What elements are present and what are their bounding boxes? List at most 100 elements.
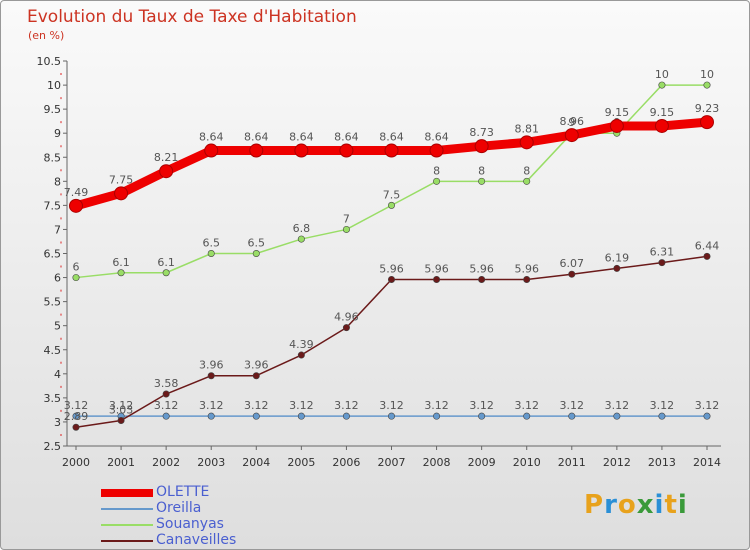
y-tick-label: 6.5	[44, 248, 62, 261]
data-label: 3.12	[109, 399, 134, 412]
y-tick-label: 8.5	[44, 151, 62, 164]
x-tick-label: 2012	[603, 456, 631, 469]
x-tick-label: 2010	[513, 456, 541, 469]
legend-swatch	[101, 540, 153, 542]
data-label: 3.12	[64, 399, 89, 412]
x-tick-label: 2005	[287, 456, 315, 469]
x-tick-label: 2002	[152, 456, 180, 469]
data-point	[339, 143, 354, 158]
data-point	[519, 135, 534, 150]
data-point	[478, 412, 486, 420]
data-label: 8.73	[469, 126, 494, 139]
chart-title: Evolution du Taux de Taxe d'Habitation	[27, 7, 357, 27]
y-tick-label: 7	[54, 223, 61, 236]
data-point	[523, 412, 531, 420]
data-label: 3.58	[154, 377, 179, 390]
data-point	[703, 81, 711, 89]
data-label: 5.96	[469, 262, 494, 275]
data-label: 6.5	[248, 237, 266, 250]
data-label: 6.44	[695, 239, 720, 252]
data-point	[297, 412, 305, 420]
data-label: 9.15	[650, 106, 675, 119]
x-tick-label: 2001	[107, 456, 135, 469]
data-label: 3.12	[514, 399, 539, 412]
data-label: 8	[433, 164, 440, 177]
x-tick-label: 2006	[332, 456, 360, 469]
data-point	[297, 235, 305, 243]
y-tick-label: 2.5	[44, 440, 62, 453]
data-point	[478, 177, 486, 185]
data-point	[433, 177, 441, 185]
data-label: 5.96	[424, 262, 449, 275]
y-tick-label: 5	[54, 320, 61, 333]
x-tick-label: 2007	[378, 456, 406, 469]
data-label: 9	[568, 116, 575, 129]
data-label: 7.5	[383, 188, 401, 201]
data-label: 8	[478, 164, 485, 177]
data-point	[252, 372, 260, 380]
y-tick-label: 10	[47, 79, 61, 92]
data-label: 3.12	[334, 399, 359, 412]
x-tick-label: 2014	[693, 456, 721, 469]
data-point	[162, 390, 170, 398]
x-tick-label: 2009	[468, 456, 496, 469]
data-label: 8.64	[289, 131, 314, 144]
data-point	[568, 412, 576, 420]
data-point	[474, 139, 489, 154]
data-point	[429, 143, 444, 158]
data-point	[342, 225, 350, 233]
proxiti-logo: Proxiti	[584, 490, 688, 520]
logo-letter: P	[584, 490, 605, 520]
data-label: 4.39	[289, 338, 314, 351]
data-label: 4.96	[334, 311, 359, 324]
series-oreilla: 3.12 3.12 3.12 3.12 3.12 3.12 3.12 3.12 3.12 3.12…	[64, 399, 719, 420]
legend-label: Souanyas	[156, 516, 224, 532]
data-point	[252, 250, 260, 258]
data-label: 6.5	[202, 237, 220, 250]
data-point	[117, 416, 125, 424]
x-tick-label: 2003	[197, 456, 225, 469]
data-label: 3.03	[109, 403, 134, 416]
data-label: 8.96	[560, 115, 585, 128]
data-label: 10	[655, 68, 669, 81]
data-label: 3.12	[650, 399, 675, 412]
data-point	[207, 412, 215, 420]
x-tick-label: 2008	[423, 456, 451, 469]
series-canaveilles: 2.89 3.03 3.58 3.96 3.96 4.39 4.96 5.96 5.96 5.96…	[64, 239, 720, 431]
data-point	[387, 412, 395, 420]
data-label: 3.12	[605, 399, 630, 412]
data-label: 8.64	[334, 131, 359, 144]
data-label: 3.12	[379, 399, 404, 412]
data-label: 6	[73, 261, 80, 274]
y-tick-label: 5.5	[44, 296, 62, 309]
data-label: 6.1	[157, 256, 175, 269]
data-point	[478, 275, 486, 283]
data-label: 3.12	[154, 399, 179, 412]
data-point	[297, 351, 305, 359]
data-point	[654, 118, 669, 133]
data-point	[433, 275, 441, 283]
data-point	[114, 186, 129, 201]
data-point	[658, 81, 666, 89]
data-point	[252, 412, 260, 420]
x-tick-label: 2000	[62, 456, 90, 469]
data-label: 3.12	[424, 399, 449, 412]
data-label: 6.8	[293, 222, 311, 235]
data-point	[294, 143, 309, 158]
data-point	[249, 143, 264, 158]
data-point	[387, 201, 395, 209]
data-point	[162, 412, 170, 420]
data-point	[207, 250, 215, 258]
data-label: 3.12	[469, 399, 494, 412]
data-point	[700, 115, 714, 130]
data-point	[69, 198, 83, 213]
y-tick-label: 7.5	[44, 199, 62, 212]
data-label: 8.64	[199, 131, 224, 144]
y-tick-label: 4	[54, 368, 61, 381]
data-point	[568, 270, 576, 278]
legend-swatch	[101, 489, 153, 497]
x-tick-label: 2013	[648, 456, 676, 469]
data-label: 3.96	[199, 359, 224, 372]
